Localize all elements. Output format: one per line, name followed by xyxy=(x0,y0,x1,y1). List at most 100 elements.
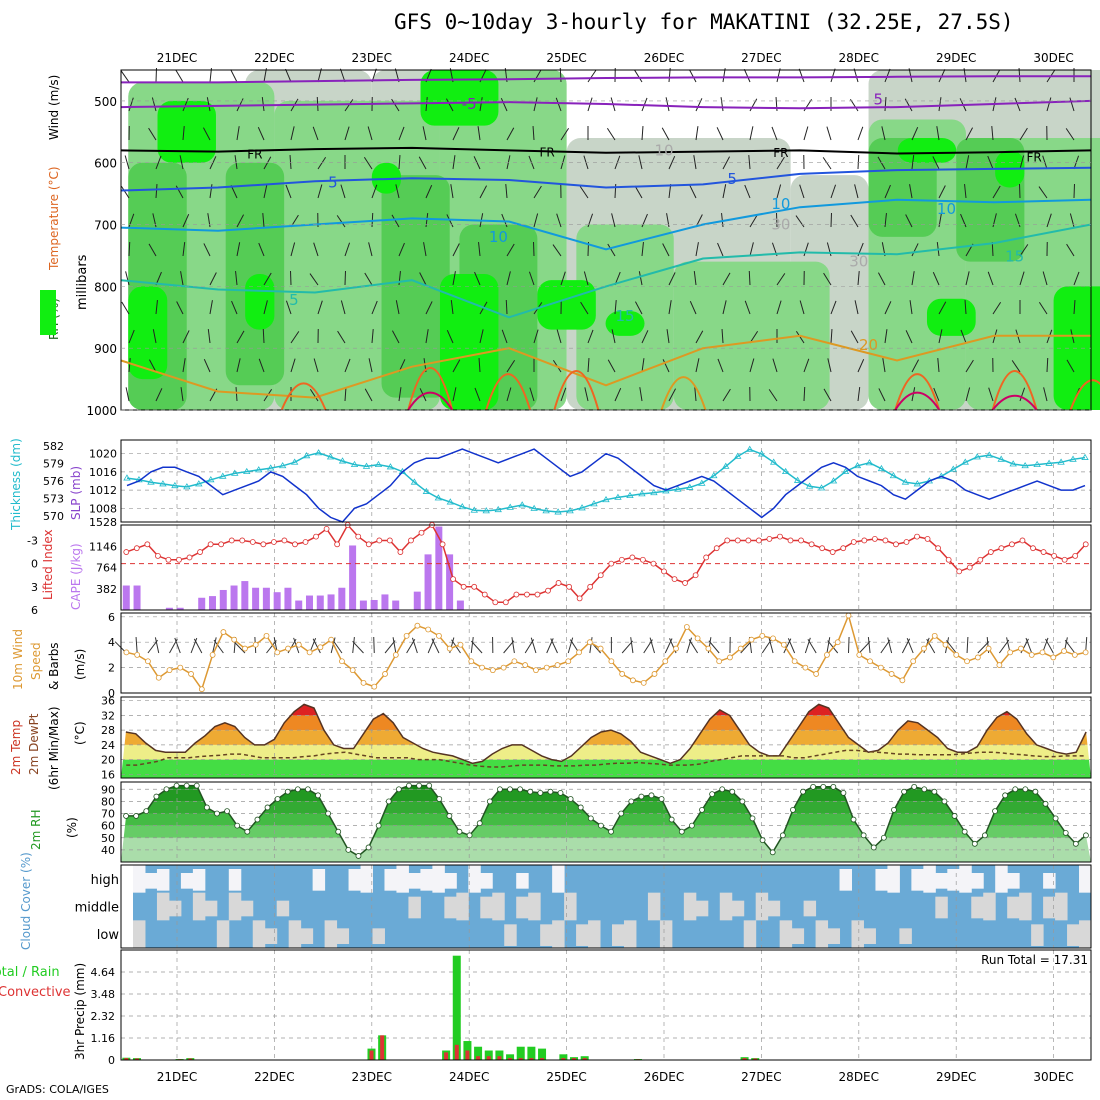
data-point xyxy=(159,480,167,487)
wind-barb xyxy=(155,155,162,170)
data-point xyxy=(220,629,227,635)
data-point xyxy=(683,624,690,630)
data-point xyxy=(133,545,140,552)
data-point xyxy=(547,788,554,795)
data-point xyxy=(1072,553,1079,559)
surface-wind-barb xyxy=(530,637,537,654)
data-point xyxy=(177,664,184,671)
data-point xyxy=(295,641,302,648)
thickness-tick-label: 573 xyxy=(43,493,64,506)
wind-barb xyxy=(182,242,186,257)
wind-barb xyxy=(611,329,616,344)
data-point xyxy=(608,560,615,567)
wind-barb xyxy=(749,358,755,373)
wind-barb xyxy=(583,271,589,286)
wind-barb xyxy=(905,330,913,344)
rh-tick-label: 80 xyxy=(101,795,115,808)
data-point xyxy=(893,541,899,548)
data-point xyxy=(219,472,227,479)
wind-barb xyxy=(202,127,211,141)
wind-barb xyxy=(445,98,454,112)
surface-wind-barb xyxy=(946,640,957,654)
wind-barb xyxy=(1019,387,1026,402)
data-point xyxy=(985,451,993,458)
precip-tick-label: 1.16 xyxy=(91,1032,116,1045)
wind-barb xyxy=(477,126,481,141)
data-point xyxy=(183,782,190,789)
data-point xyxy=(350,460,359,467)
pressure-tick-label: 800 xyxy=(94,280,117,294)
wind-barb xyxy=(1014,97,1021,112)
data-point xyxy=(1009,541,1015,548)
data-point xyxy=(987,549,994,555)
cloud-cell xyxy=(923,865,936,893)
wind-barb xyxy=(641,358,645,373)
data-point xyxy=(722,462,730,469)
warm-isotherm xyxy=(280,382,327,411)
wind-barb xyxy=(552,244,562,257)
wind-barb xyxy=(580,301,589,315)
data-point xyxy=(734,537,741,544)
data-point xyxy=(638,490,646,497)
surface-wind-barb xyxy=(427,638,435,654)
data-point xyxy=(274,649,281,656)
pressure-tick-label: 700 xyxy=(94,219,117,233)
precip-convective-bar xyxy=(444,1052,449,1060)
wind-barb xyxy=(720,97,724,112)
top-day-label: 30DEC xyxy=(1033,51,1073,65)
cloud-cell xyxy=(516,896,529,919)
wind-barb xyxy=(290,331,300,344)
data-point xyxy=(716,658,723,665)
wind-barb xyxy=(721,328,724,344)
wind-barb xyxy=(206,97,211,112)
data-point xyxy=(1030,545,1036,552)
cloud-cell xyxy=(815,920,829,948)
cape-bar xyxy=(122,585,130,610)
wind-barb xyxy=(474,271,481,286)
wind-barb xyxy=(391,214,400,228)
cloud-cell xyxy=(995,865,1008,893)
cloud-cell xyxy=(1079,865,1092,893)
wind-barb xyxy=(425,329,429,344)
cloud-cell xyxy=(971,873,984,889)
data-point xyxy=(446,645,453,652)
wind-barb xyxy=(261,97,265,112)
precip-convective-bar xyxy=(476,1056,481,1060)
surface-wind-barb xyxy=(1045,638,1054,654)
wind-barb xyxy=(716,127,724,141)
contour-label: FR xyxy=(539,146,554,160)
temperature-band xyxy=(121,730,1091,745)
precip-total-bar xyxy=(495,1050,504,1060)
wind-barb xyxy=(641,213,648,228)
cloud-cell xyxy=(420,869,433,891)
wind-barb xyxy=(936,126,940,141)
data-point xyxy=(790,806,796,813)
data-point xyxy=(376,537,383,544)
wind-barb xyxy=(182,126,185,141)
rh-shading-region xyxy=(381,175,450,398)
cape-top-tick-label: 1528 xyxy=(89,516,117,529)
surface-wind-barb xyxy=(804,637,811,654)
surface-wind-barb xyxy=(567,637,574,654)
precip-convective-bar xyxy=(369,1050,374,1060)
wind-barb xyxy=(938,301,947,315)
wind-barb xyxy=(884,96,887,112)
surface-wind-barb xyxy=(470,640,483,654)
wind-barb xyxy=(313,242,319,257)
wind-barb xyxy=(1073,155,1080,170)
wind-barb xyxy=(749,126,754,141)
data-point xyxy=(682,580,688,586)
data-point xyxy=(502,599,509,606)
data-point xyxy=(798,537,804,544)
wind-barb xyxy=(830,328,833,344)
wind-barb xyxy=(695,358,700,373)
data-point xyxy=(658,796,665,802)
wind-barb xyxy=(423,242,427,257)
wind-barb xyxy=(128,329,135,344)
wind-barb xyxy=(661,127,670,141)
data-point xyxy=(640,679,647,686)
temp-axis-label-line1: 2m Temp xyxy=(9,720,23,775)
surface-wind-barb xyxy=(470,637,474,654)
data-point xyxy=(977,556,984,563)
surface-wind-barb xyxy=(373,636,375,654)
